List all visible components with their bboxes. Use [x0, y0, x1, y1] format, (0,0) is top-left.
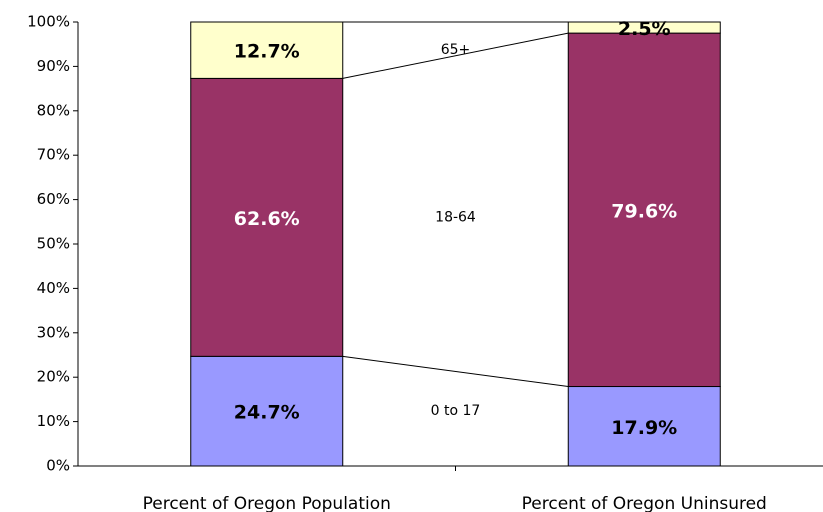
value-label: 24.7%	[234, 402, 300, 424]
bar-segment	[567, 386, 721, 467]
y-tick-label: 50%	[37, 235, 70, 253]
x-tick-label: Percent of Oregon Uninsured	[522, 494, 767, 512]
bar-segment	[567, 21, 721, 34]
series-label: 18-64	[435, 209, 476, 225]
y-tick-label: 80%	[37, 101, 70, 119]
y-tick-label: 70%	[37, 146, 70, 164]
y-tick-label: 40%	[37, 279, 70, 297]
series-connector	[342, 32, 569, 79]
series-label: 65+	[441, 42, 471, 58]
value-label: 2.5%	[618, 18, 671, 40]
y-tick-label: 20%	[37, 368, 70, 386]
value-label: 12.7%	[234, 41, 300, 63]
x-tick-label: Percent of Oregon Population	[143, 494, 391, 512]
value-label: 79.6%	[611, 200, 677, 222]
bar-segment	[567, 32, 721, 388]
bar-segment	[190, 21, 344, 79]
y-tick-label: 10%	[37, 412, 70, 430]
series-connector	[342, 355, 569, 388]
value-label: 62.6%	[234, 208, 300, 230]
y-tick-label: 30%	[37, 323, 70, 341]
bar-segment	[190, 355, 344, 467]
y-tick-label: 100%	[27, 13, 70, 31]
y-tick-label: 90%	[37, 57, 70, 75]
bar-segment	[190, 77, 344, 357]
value-label: 17.9%	[611, 417, 677, 439]
series-label: 0 to 17	[431, 403, 481, 419]
y-tick-label: 0%	[46, 457, 70, 475]
y-tick-label: 60%	[37, 190, 70, 208]
